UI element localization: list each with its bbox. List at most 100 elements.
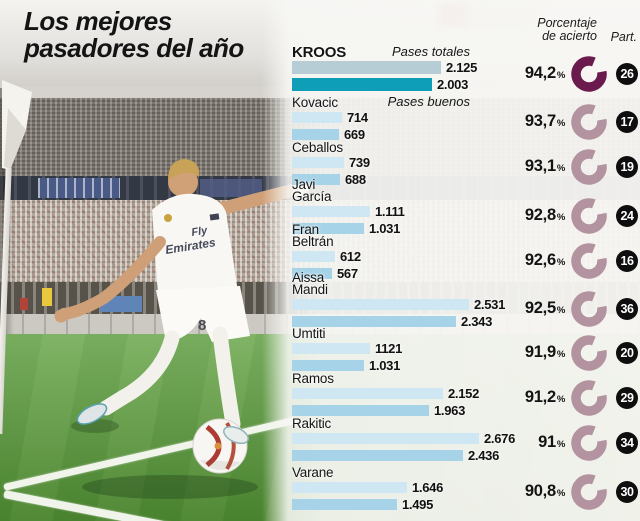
bar-pases-buenos xyxy=(292,223,364,234)
accuracy-percentage: 91% xyxy=(500,433,565,454)
bar-pases-buenos-value: 1.031 xyxy=(369,358,401,373)
matches-badge: 34 xyxy=(616,432,638,454)
accuracy-ring-arc xyxy=(571,335,607,371)
accuracy-header-line2: de acierto xyxy=(542,29,597,43)
player-name-line: Fran xyxy=(292,222,319,237)
bar-pases-buenos xyxy=(292,129,339,140)
bar-pases-totales xyxy=(292,206,370,217)
player-name: Varane xyxy=(292,466,334,479)
accuracy-ring-icon xyxy=(571,425,607,461)
bar-pases-buenos xyxy=(292,78,432,91)
player-left-boot xyxy=(76,403,108,425)
bar-pases-totales xyxy=(292,251,335,262)
bar-pases-buenos-value: 567 xyxy=(337,266,358,281)
bar-pases-buenos xyxy=(292,499,397,510)
accuracy-ring-arc xyxy=(571,474,607,510)
player-name: Aissa Mandi xyxy=(292,270,328,297)
accuracy-ring-arc xyxy=(571,104,607,140)
bar-pases-totales-line: 739 xyxy=(292,155,640,170)
bar-pases-totales-line: 2.531 xyxy=(292,297,640,312)
accuracy-percentage: 93,7% xyxy=(500,112,565,133)
jersey-sponsor-line1: Fly xyxy=(191,224,209,238)
player-row-kovacic: Kovacic 714 669 93,7% 17 xyxy=(292,96,640,142)
matches-badge: 16 xyxy=(616,250,638,272)
bar-pases-totales-value: 2.676 xyxy=(484,431,516,446)
accuracy-percentage: 91,9% xyxy=(500,343,565,364)
bar-pases-totales-value: 1.646 xyxy=(412,480,444,495)
bar-pases-buenos-line: 688 xyxy=(292,172,640,187)
bar-pases-buenos-value: 1.495 xyxy=(402,497,434,512)
accuracy-ring-icon xyxy=(571,104,607,140)
matches-badge: 26 xyxy=(616,63,638,85)
percent-sign: % xyxy=(556,305,565,316)
matches-badge: 19 xyxy=(616,156,638,178)
matches-badge: 24 xyxy=(616,205,638,227)
accuracy-header-line1: Porcentaje xyxy=(537,16,597,30)
accuracy-number: 93,1 xyxy=(524,157,556,175)
bar-pases-totales-line: 2.152 xyxy=(292,386,640,401)
player-name-line: Beltrán xyxy=(292,233,334,249)
bar-pases-buenos-value: 2.003 xyxy=(437,77,469,92)
bar-pases-buenos-value: 2.343 xyxy=(461,314,493,329)
player-name-line: Aissa xyxy=(292,270,325,285)
player-name: KROOS xyxy=(292,45,346,59)
bar-pases-totales-value: 1.111 xyxy=(375,204,405,219)
accuracy-number: 91 xyxy=(538,433,556,451)
accuracy-number: 91,9 xyxy=(524,343,556,361)
bar-pases-totales-line: 714 xyxy=(292,110,640,125)
player-name-line: Javi xyxy=(292,177,316,192)
bar-pases-totales-value: 739 xyxy=(349,155,370,170)
percent-sign: % xyxy=(556,439,565,450)
player-right-leg xyxy=(212,326,241,432)
bar-pases-buenos xyxy=(292,405,429,416)
series-label-pases-totales: Pases totales xyxy=(391,44,470,59)
player-name: Rakitic xyxy=(292,417,331,430)
accuracy-number: 90,8 xyxy=(524,482,556,500)
pitchside-figure xyxy=(20,298,28,310)
player-row-javi-garc-a: Javi García 1.111 1.031 92,8% 24 xyxy=(292,178,640,236)
adidas-logo xyxy=(209,213,220,221)
series-label-pases-buenos: Pases buenos xyxy=(387,94,470,109)
bar-pases-totales xyxy=(292,388,443,399)
percent-sign: % xyxy=(556,70,565,81)
bar-pases-buenos-line: 1.031 xyxy=(292,221,640,236)
accuracy-ring-icon xyxy=(571,291,607,327)
bar-pases-buenos-line: 2.436 xyxy=(292,448,640,463)
accuracy-number: 91,2 xyxy=(524,388,556,406)
player-left-arm xyxy=(58,236,166,320)
accuracy-number: 94,2 xyxy=(524,64,556,82)
page-title-line1: Los mejores xyxy=(24,6,172,36)
shorts-number: 8 xyxy=(198,317,206,334)
bar-pases-totales-line: 612 xyxy=(292,249,640,264)
bar-pases-buenos xyxy=(292,174,340,185)
bar-pases-totales xyxy=(292,433,479,444)
player-name: Ramos xyxy=(292,370,334,386)
percent-sign: % xyxy=(556,163,565,174)
page-title: Los mejores pasadores del año xyxy=(24,8,244,62)
player-name-line: Ramos xyxy=(292,370,334,386)
player-left-leg xyxy=(98,330,180,416)
accuracy-percentage: 94,2% xyxy=(500,64,565,85)
player-name-line: Ceballos xyxy=(292,139,343,155)
bar-pases-buenos-value: 688 xyxy=(345,172,366,187)
bar-pases-totales-line: 1.111 xyxy=(292,204,640,219)
player-row-varane: Varane 1.646 1.495 90,8% 30 xyxy=(292,466,640,512)
accuracy-ring-icon xyxy=(571,198,607,234)
bar-pases-totales-value: 2.152 xyxy=(448,386,480,401)
bar-pases-buenos-line: 1.031 xyxy=(292,358,640,373)
accuracy-ring-icon xyxy=(571,243,607,279)
bar-pases-totales-value: 612 xyxy=(340,249,361,264)
bar-pases-buenos-line: 669 xyxy=(292,127,640,142)
accuracy-ring-arc xyxy=(571,56,607,92)
player-name-line: Mandi xyxy=(292,281,328,297)
player-row-ramos: Ramos 2.152 1.963 91,2% 29 xyxy=(292,372,640,418)
accuracy-ring-icon xyxy=(571,380,607,416)
accuracy-ring-arc xyxy=(571,380,607,416)
accuracy-percentage: 93,1% xyxy=(500,157,565,178)
accuracy-number: 92,6 xyxy=(524,251,556,269)
bar-pases-buenos-value: 1.963 xyxy=(434,403,466,418)
accuracy-ring-icon xyxy=(571,335,607,371)
accuracy-ring-icon xyxy=(571,149,607,185)
percent-sign: % xyxy=(556,394,565,405)
player-row-fran-beltr-n: Fran Beltrán 612 567 92,6% 16 xyxy=(292,223,640,281)
